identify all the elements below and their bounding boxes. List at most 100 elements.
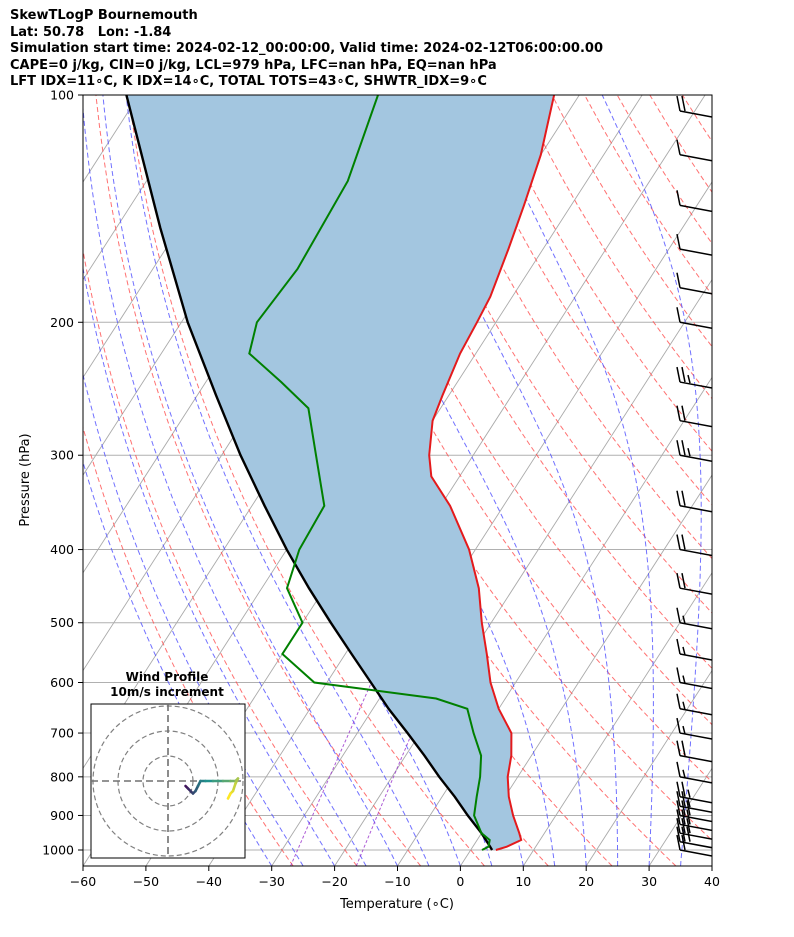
wind-barb xyxy=(676,139,712,162)
x-tick-label: 0 xyxy=(456,874,464,889)
wind-barb xyxy=(676,440,712,462)
x-tick-label: −40 xyxy=(196,874,222,889)
hodograph-title-line: Wind Profile xyxy=(125,670,209,684)
wind-barb xyxy=(676,490,712,513)
wind-barb xyxy=(676,791,712,813)
barb-flag xyxy=(676,440,681,456)
moist-adiabat-line xyxy=(83,265,336,866)
barb-flag xyxy=(676,573,681,589)
wind-barb xyxy=(676,366,712,389)
dry-adiabat-line xyxy=(748,95,794,866)
barb-flag xyxy=(676,534,681,550)
y-tick-label: 100 xyxy=(50,88,74,103)
dry-adiabat-line xyxy=(95,95,422,866)
location-text: Lat: 50.78 Lon: -1.84 xyxy=(10,24,172,40)
wind-barb xyxy=(676,740,712,763)
wind-barb xyxy=(676,233,712,256)
barb-shaft xyxy=(679,204,712,213)
cape-cin-shading xyxy=(126,95,555,850)
barb-shaft xyxy=(679,154,712,162)
stability-indices-text: LFT IDX=11∘C, K IDX=14∘C, TOTAL TOTS=43∘… xyxy=(10,74,487,89)
moist-adiabat-line xyxy=(102,95,398,866)
barb-flag xyxy=(681,366,686,383)
isotherm-line xyxy=(83,95,203,281)
barb-half-flag xyxy=(687,374,691,384)
moist-adiabat-line xyxy=(83,372,304,866)
barb-flag xyxy=(676,607,681,623)
barb-shaft xyxy=(679,681,712,690)
wind-barb xyxy=(676,638,712,661)
barb-shaft xyxy=(679,381,712,389)
barb-flag xyxy=(681,95,686,112)
wind-barb xyxy=(676,693,712,716)
x-tick-label: −50 xyxy=(133,874,159,889)
barb-shaft xyxy=(679,823,712,832)
dry-adiabat-line xyxy=(715,95,794,866)
barb-half-flag xyxy=(682,646,686,656)
wind-barb xyxy=(676,667,712,690)
barb-flag xyxy=(676,405,681,421)
hodograph-title: Wind Profile 10m/s increment xyxy=(91,670,243,699)
y-tick-label: 1000 xyxy=(42,843,74,858)
profile-lines-layer xyxy=(125,95,556,851)
barb-flag xyxy=(676,190,681,206)
dry-adiabat-line xyxy=(780,95,794,866)
isotherm-line xyxy=(460,474,712,866)
barb-flag xyxy=(676,740,681,756)
barb-flag xyxy=(676,761,681,777)
y-tick-label: 900 xyxy=(50,808,74,823)
barb-half-flag xyxy=(682,615,686,624)
isotherm-line xyxy=(0,95,76,866)
y-axis-label: Pressure (hPa) xyxy=(18,433,33,526)
barb-flag xyxy=(676,800,681,816)
barb-flag xyxy=(676,95,681,112)
barb-flag xyxy=(681,809,686,825)
barb-flag xyxy=(676,272,681,288)
barb-flag xyxy=(676,834,681,851)
chart-header: SkewTLogP Bournemouth Lat: 50.78 Lon: -1… xyxy=(10,8,603,91)
barb-shaft xyxy=(679,587,712,595)
barb-flag xyxy=(676,638,681,655)
y-tick-label: 300 xyxy=(50,448,74,463)
barb-shaft xyxy=(679,776,712,784)
barb-flag xyxy=(676,667,681,683)
y-tick-label: 400 xyxy=(50,542,74,557)
wind-barb xyxy=(676,272,712,295)
dry-adiabat-line xyxy=(649,95,712,193)
wind-barbs-layer xyxy=(676,95,712,857)
x-tick-label: −10 xyxy=(384,874,410,889)
barb-flag xyxy=(676,307,681,323)
barb-shaft xyxy=(679,419,712,428)
barb-shaft xyxy=(679,832,712,840)
hodograph-trace-segment xyxy=(231,782,237,793)
mixing-ratio-line xyxy=(355,628,457,866)
time-text: Simulation start time: 2024-02-12_00:00:… xyxy=(10,41,603,56)
barb-flag xyxy=(681,534,686,550)
wind-barb xyxy=(676,307,712,330)
wind-barb xyxy=(676,95,712,118)
barb-flag xyxy=(676,693,681,709)
isotherm-line xyxy=(585,669,712,866)
barb-flag xyxy=(681,440,686,456)
chart-title: SkewTLogP Bournemouth xyxy=(10,8,198,23)
barb-shaft xyxy=(679,840,712,849)
dry-adiabat-line xyxy=(128,95,485,866)
x-tick-label: −20 xyxy=(321,874,347,889)
barb-flag xyxy=(681,791,686,807)
wind-barb xyxy=(676,761,712,784)
y-tick-label: 600 xyxy=(50,675,74,690)
dry-adiabat-line xyxy=(453,95,712,506)
barb-shaft xyxy=(679,110,712,118)
barb-shaft xyxy=(679,754,712,763)
barb-shaft xyxy=(679,248,712,256)
barb-flag xyxy=(681,740,686,756)
hodograph xyxy=(90,703,246,859)
barb-shaft xyxy=(679,321,712,330)
barb-half-flag xyxy=(687,448,691,457)
isotherm-line xyxy=(522,572,712,866)
barb-flag xyxy=(676,366,681,383)
cape-shading-layer xyxy=(126,95,555,850)
dry-adiabat-line xyxy=(681,95,712,143)
y-tick-label: 200 xyxy=(50,315,74,330)
barb-flag xyxy=(676,139,681,155)
